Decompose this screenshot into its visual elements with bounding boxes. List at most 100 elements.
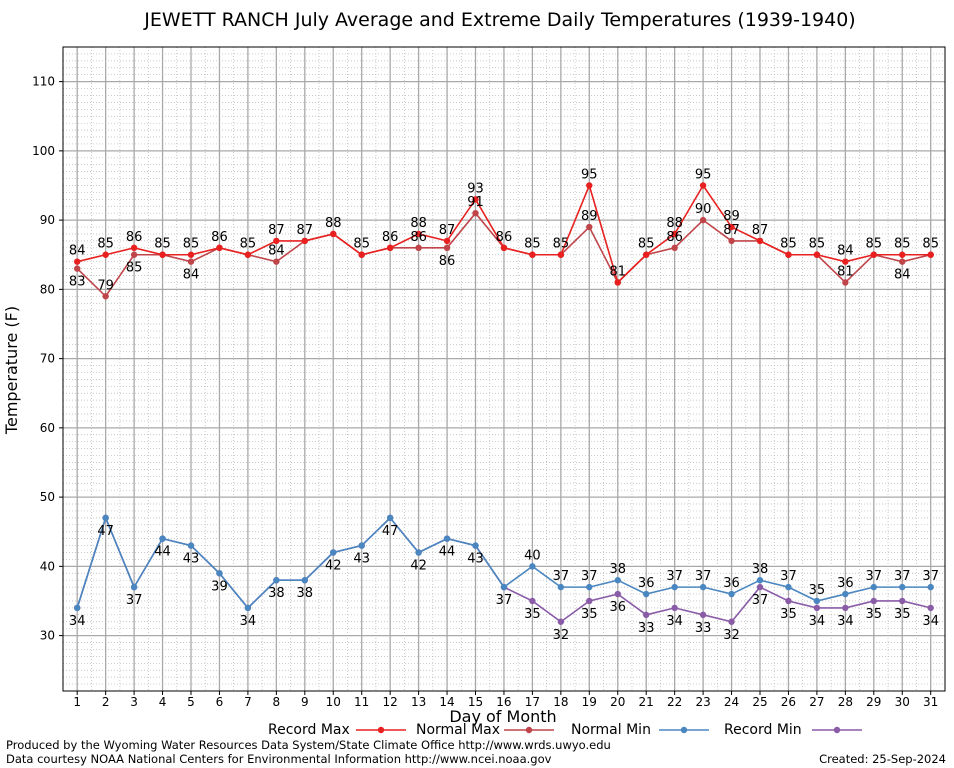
data-label: 42 <box>325 559 342 574</box>
data-point <box>500 583 508 591</box>
data-label: 34 <box>69 614 86 629</box>
created-date: Created: 25-Sep-2024 <box>819 752 946 766</box>
data-label: 85 <box>866 237 883 252</box>
data-label: 81 <box>837 264 854 279</box>
data-point <box>557 251 565 258</box>
y-tick-label: 70 <box>40 352 55 366</box>
x-tick-label: 7 <box>244 695 252 709</box>
data-label: 84 <box>837 244 854 259</box>
data-point <box>813 251 821 258</box>
data-point <box>842 258 849 265</box>
data-point <box>813 597 821 605</box>
x-tick-label: 8 <box>273 695 281 709</box>
x-tick-label: 20 <box>610 695 625 709</box>
data-point <box>130 244 138 252</box>
data-point <box>728 237 735 245</box>
data-label: 34 <box>809 614 826 629</box>
data-point <box>557 583 565 591</box>
data-point <box>500 244 508 252</box>
data-point <box>301 577 308 584</box>
data-label: 39 <box>211 579 228 594</box>
data-label: 86 <box>410 230 427 245</box>
data-point <box>159 251 166 258</box>
data-label: 38 <box>609 562 626 577</box>
data-label: 34 <box>922 614 939 629</box>
data-point <box>671 244 678 252</box>
data-label: 85 <box>638 237 655 252</box>
data-point <box>586 182 593 189</box>
x-axis-ticks: 1 2 3 4 5 6 7 8 9 10 11 12 13 14 15 16 17 18 19 20 21 22 23 24 2… <box>73 691 938 709</box>
x-axis-label: Day of Month <box>449 707 556 726</box>
data-label: 44 <box>154 545 171 560</box>
data-label: 37 <box>780 569 797 584</box>
data-label: 44 <box>439 545 456 560</box>
data-label: 89 <box>581 209 598 224</box>
data-labels: 84 83 34 85 79 47 86 85 37 85 44 85 84 43 86 39 85 34 87 84… <box>69 167 939 642</box>
data-point <box>557 618 565 625</box>
legend-label: Record Min <box>724 722 802 738</box>
y-tick-label: 50 <box>40 490 55 504</box>
data-point <box>330 549 337 556</box>
data-label: 37 <box>695 569 712 584</box>
data-label: 85 <box>922 237 939 252</box>
data-label: 79 <box>97 278 114 293</box>
data-label: 37 <box>581 569 598 584</box>
data-point <box>443 244 451 252</box>
data-point <box>671 583 678 591</box>
data-point <box>187 258 195 265</box>
x-tick-label: 19 <box>582 695 597 709</box>
data-point <box>785 597 792 605</box>
data-label: 37 <box>922 569 939 584</box>
x-tick-label: 17 <box>525 695 540 709</box>
x-tick-label: 5 <box>187 695 195 709</box>
data-label: 36 <box>723 576 740 591</box>
y-tick-label: 30 <box>40 629 55 643</box>
y-tick-label: 100 <box>32 144 55 158</box>
data-point <box>102 251 109 258</box>
data-label: 35 <box>809 583 826 598</box>
x-tick-label: 28 <box>838 695 853 709</box>
data-label: 85 <box>183 237 200 252</box>
data-point <box>472 196 479 203</box>
data-label: 38 <box>752 562 769 577</box>
data-label: 91 <box>467 195 484 210</box>
x-tick-label: 24 <box>724 695 739 709</box>
data-label: 37 <box>553 569 570 584</box>
data-label: 87 <box>752 223 769 238</box>
data-point <box>671 604 678 612</box>
data-point <box>899 258 906 265</box>
data-point <box>358 542 365 549</box>
data-point <box>130 583 138 591</box>
data-label: 84 <box>69 244 86 259</box>
data-point <box>842 604 849 612</box>
data-point <box>614 279 621 286</box>
data-point <box>756 237 764 245</box>
legend-label: Normal Min <box>571 722 651 738</box>
data-label: 89 <box>723 209 740 224</box>
data-label: 95 <box>695 167 712 182</box>
data-label: 36 <box>837 576 854 591</box>
data-point <box>529 597 536 605</box>
y-tick-label: 90 <box>40 213 55 227</box>
chart-title: JEWETT RANCH July Average and Extreme Da… <box>143 9 855 31</box>
data-point <box>443 237 451 245</box>
data-label: 37 <box>752 593 769 608</box>
data-label: 86 <box>496 230 513 245</box>
data-label: 85 <box>97 237 114 252</box>
x-tick-label: 27 <box>809 695 824 709</box>
x-tick-label: 3 <box>130 695 138 709</box>
data-point <box>699 182 707 189</box>
legend-swatch-marker <box>377 726 385 734</box>
data-label: 32 <box>723 628 740 643</box>
data-point <box>102 293 109 300</box>
data-point <box>870 597 877 605</box>
data-point <box>415 230 422 238</box>
data-label: 95 <box>581 167 598 182</box>
data-point <box>74 258 81 265</box>
data-label: 87 <box>268 223 285 238</box>
legend-swatch-marker <box>525 726 533 734</box>
data-label: 85 <box>894 237 911 252</box>
data-point <box>927 604 934 612</box>
data-point <box>643 590 650 598</box>
data-point <box>443 535 451 542</box>
